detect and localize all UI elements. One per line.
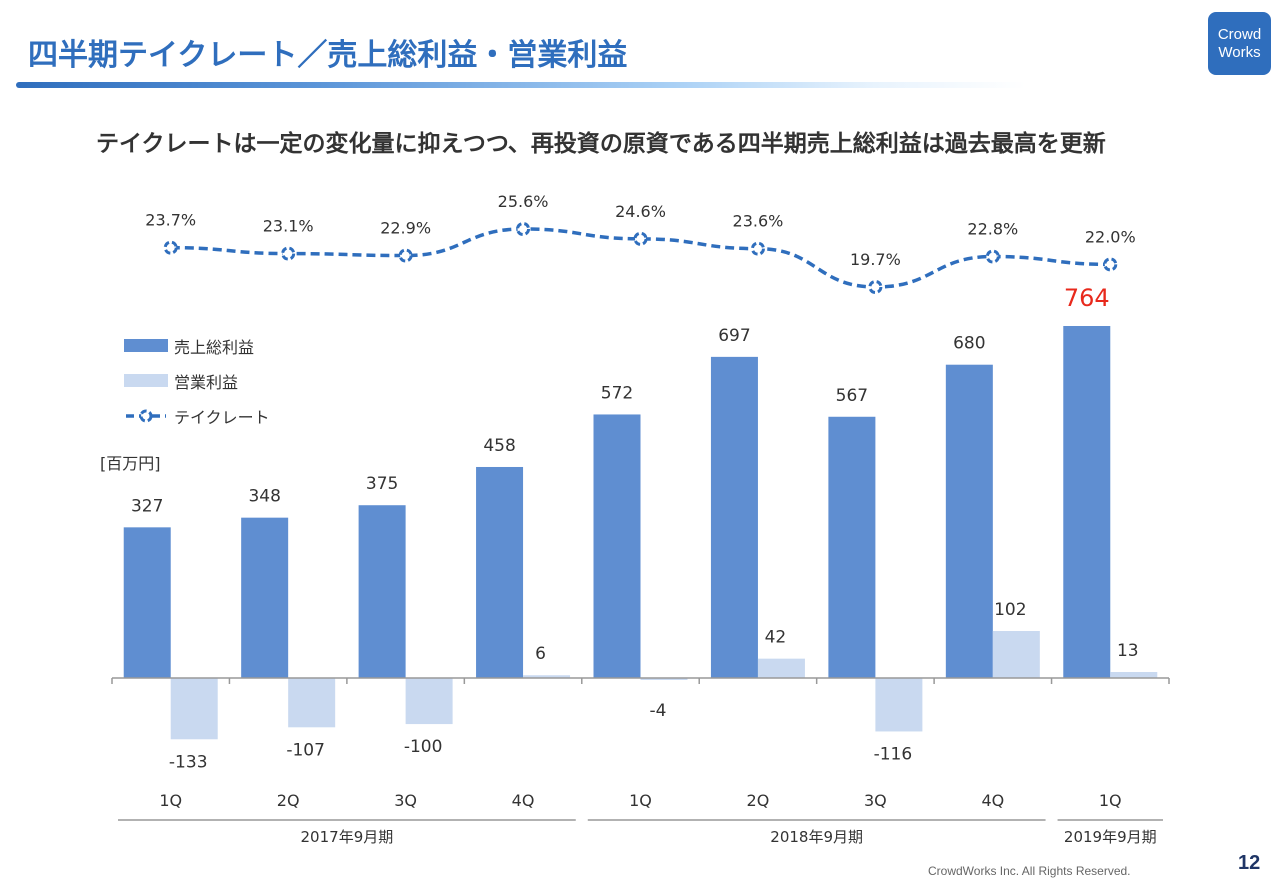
operating-profit-bar [1110, 672, 1158, 678]
title-underline [16, 82, 1026, 88]
operating-profit-label: -100 [404, 737, 443, 757]
legend-label: 営業利益 [174, 372, 239, 392]
period-group-label: 2017年9月期 [301, 828, 394, 846]
period-group-label: 2019年9月期 [1064, 828, 1157, 846]
operating-profit-swatch [124, 374, 168, 387]
operating-profit-label: 13 [1117, 641, 1139, 661]
take-rate-marker [281, 246, 296, 261]
x-tick-label: 2Q [277, 791, 300, 810]
legend-label: 売上総利益 [174, 337, 255, 357]
operating-profit-bar [405, 678, 453, 725]
operating-profit-bar [170, 678, 218, 740]
x-tick-label: 3Q [394, 791, 417, 810]
legend-item-take-rate: テイクレート [124, 398, 270, 433]
gross-profit-label: 348 [248, 487, 280, 507]
take-rate-label: 24.6% [615, 202, 666, 221]
take-rate-label: 22.0% [1085, 227, 1136, 246]
take-rate-label: 22.8% [967, 220, 1018, 239]
page-title: 四半期テイクレート／売上総利益・営業利益 [28, 38, 628, 73]
legend: 売上総利益 営業利益 テイクレート [124, 328, 270, 433]
gross-profit-swatch [124, 339, 168, 352]
take-rate-line [163, 222, 1118, 294]
data-labels: 327 -133 348 -107 375 -100 458 6 572 -4 697 42 567 -1… [131, 192, 1139, 772]
gross-profit-label: 572 [601, 383, 633, 403]
take-rate-marker [750, 241, 765, 256]
x-tick-label: 3Q [864, 791, 887, 810]
x-tick-label: 1Q [1099, 791, 1122, 810]
operating-profit-bars [170, 631, 1158, 740]
gross-profit-label: 697 [718, 326, 750, 346]
operating-profit-label: -107 [286, 740, 325, 760]
crowdworks-logo: Crowd Works [1208, 12, 1271, 75]
operating-profit-label: -4 [650, 701, 667, 721]
take-rate-marker [398, 248, 413, 263]
operating-profit-bar [875, 678, 923, 732]
operating-profit-label: 42 [765, 628, 787, 648]
gross-profit-label: 680 [953, 334, 985, 354]
gross-profit-bar [241, 517, 289, 678]
operating-profit-bar [992, 631, 1040, 678]
take-rate-marker [516, 222, 531, 236]
x-tick-label: 4Q [512, 791, 535, 810]
copyright: CrowdWorks Inc. All Rights Reserved. [928, 864, 1131, 878]
take-rate-label: 22.9% [380, 219, 431, 238]
operating-profit-label: -116 [874, 744, 913, 764]
operating-profit-label: -133 [169, 752, 208, 772]
take-rate-label: 23.7% [145, 211, 196, 230]
take-rate-line-icon [126, 409, 166, 422]
take-rate-label: 23.6% [733, 212, 784, 231]
operating-profit-label: 102 [994, 600, 1026, 620]
x-tick-label: 1Q [159, 791, 182, 810]
gross-profit-bar [1063, 326, 1111, 678]
unit-label: [百万円] [100, 454, 161, 473]
take-rate-marker [1103, 257, 1118, 272]
operating-profit-bar [523, 675, 571, 678]
gross-profit-bar [123, 527, 171, 678]
gross-profit-label: 327 [131, 496, 163, 516]
take-rate-marker [868, 280, 883, 294]
legend-item-operating-profit: 営業利益 [124, 363, 270, 398]
gross-profit-label: 458 [483, 436, 515, 456]
logo-line-1: Crowd [1217, 25, 1262, 43]
period-groups: 2017年9月期 2018年9月期 2019年9月期 [118, 819, 1163, 846]
take-rate-label: 25.6% [498, 192, 549, 211]
gross-profit-label: 764 [1064, 284, 1110, 312]
page-number: 12 [1238, 852, 1261, 874]
x-tick-label: 4Q [981, 791, 1004, 810]
take-rate-label: 19.7% [850, 250, 901, 269]
period-group-label: 2018年9月期 [770, 828, 863, 846]
gross-profit-bars [123, 326, 1111, 678]
x-tick-labels: 1Q 2Q 3Q 4Q 1Q 2Q 3Q 4Q 1Q [159, 791, 1121, 810]
take-rate-marker [633, 231, 648, 246]
gross-profit-bar [710, 356, 758, 678]
operating-profit-bar [757, 658, 805, 678]
operating-profit-bar [288, 678, 336, 728]
x-axis [111, 677, 1170, 684]
take-rate-marker [985, 249, 1000, 264]
gross-profit-bar [476, 466, 524, 678]
x-tick-label: 1Q [629, 791, 652, 810]
legend-item-gross-profit: 売上総利益 [124, 328, 270, 363]
gross-profit-label: 567 [836, 386, 868, 406]
take-rate-marker [163, 240, 178, 255]
logo-line-2: Works [1218, 43, 1261, 61]
operating-profit-bar [640, 678, 688, 680]
legend-label: テイクレート [174, 407, 270, 427]
slide-subtitle: テイクレートは一定の変化量に抑えつつ、再投資の原資である四半期売上総利益は過去最… [96, 131, 1106, 157]
gross-profit-bar [828, 416, 876, 678]
gross-profit-label: 375 [366, 474, 398, 494]
take-rate-label: 23.1% [263, 217, 314, 236]
gross-profit-bar [593, 414, 641, 678]
gross-profit-bar [358, 505, 406, 678]
operating-profit-label: 6 [535, 644, 546, 664]
x-tick-label: 2Q [747, 791, 770, 810]
gross-profit-bar [945, 364, 993, 678]
